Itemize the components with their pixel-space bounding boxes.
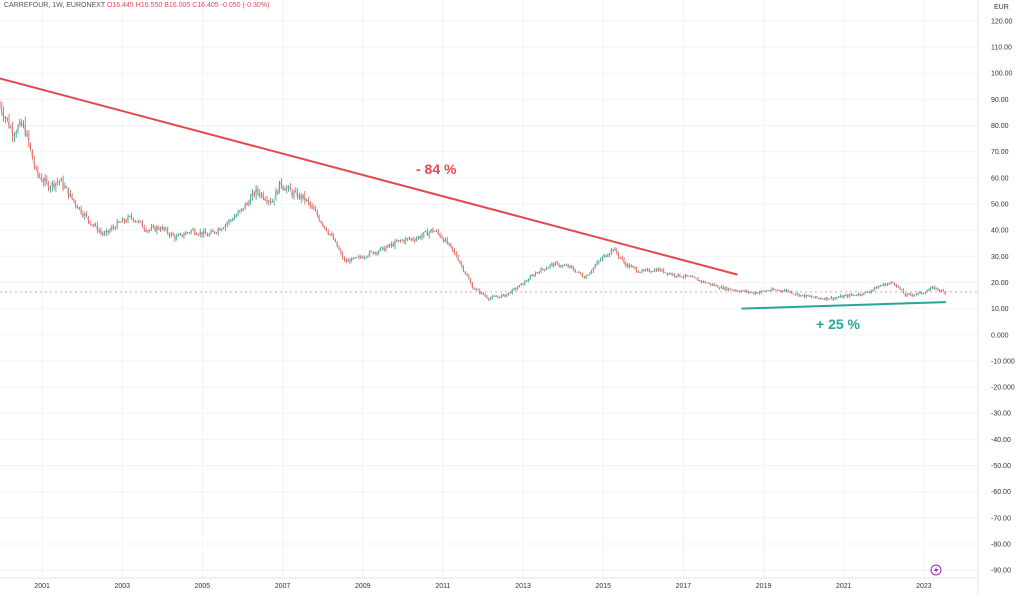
x-tick-label: 2005: [195, 583, 211, 590]
y-tick-label: 10.00: [991, 306, 1009, 313]
y-tick-label: -80.00: [991, 542, 1011, 549]
time-axis[interactable]: 2001 2003 2005 2007 2009 2011 2013 2015 2017 2019…: [0, 577, 978, 590]
y-tick-label: 50.00: [991, 202, 1009, 209]
y-tick-label: 0.000: [991, 332, 1009, 339]
x-tick-label: 2009: [355, 583, 371, 590]
lightning-icon[interactable]: [930, 564, 942, 576]
y-tick-label: 20.00: [991, 280, 1009, 287]
downtrend-line[interactable]: [0, 77, 738, 276]
x-tick-label: 2001: [34, 583, 50, 590]
y-tick-label: -70.00: [991, 515, 1011, 522]
ohlc-change: -0.050 (-0.30%): [220, 2, 270, 9]
decline-percent-label: - 84 %: [416, 161, 457, 177]
rise-percent-label: + 25 %: [816, 316, 861, 332]
trendline-layer: [0, 77, 946, 310]
x-tick-label: 2007: [275, 583, 291, 590]
price-axis[interactable]: 120.00 110.00 100.00 90.00 80.00 70.00 60.00 50…: [977, 0, 1015, 594]
x-tick-label: 2003: [114, 583, 130, 590]
y-tick-label: -10.000: [991, 358, 1015, 365]
y-tick-label: -20.000: [991, 385, 1015, 392]
symbol-legend: CARREFOUR, 1W, EURONEXT O16.445 H16.550 …: [4, 2, 269, 9]
y-tick-label: -30.00: [991, 411, 1011, 418]
y-tick-label: 100.00: [991, 71, 1013, 78]
ohlc-high: H16.550: [135, 2, 163, 9]
y-tick-label: 90.00: [991, 97, 1009, 104]
y-tick-label: -40.00: [991, 437, 1011, 444]
grid-layer: [0, 0, 978, 578]
x-tick-label: 2023: [916, 583, 932, 590]
ohlc-open: O16.445: [106, 2, 134, 9]
ohlc-close: C16.405: [192, 2, 219, 9]
price-series: [0, 100, 946, 302]
x-tick-label: 2019: [756, 583, 772, 590]
y-tick-label: 40.00: [991, 228, 1009, 235]
y-tick-label: 120.00: [991, 18, 1013, 25]
y-tick-label: 70.00: [991, 149, 1009, 156]
y-tick-label: 110.00: [991, 45, 1012, 52]
uptrend-line[interactable]: [741, 301, 946, 310]
x-tick-label: 2017: [676, 583, 692, 590]
currency-label: EUR: [994, 4, 1009, 11]
y-tick-label: -90.00: [991, 568, 1011, 575]
price-close-line: [0, 104, 946, 301]
x-tick-label: 2013: [515, 583, 531, 590]
symbol-name: CARREFOUR, 1W, EURONEXT: [4, 2, 105, 9]
y-tick-label: -60.00: [991, 489, 1011, 496]
ohlc-low: B16.005: [164, 2, 191, 9]
x-tick-label: 2021: [836, 583, 852, 590]
x-tick-label: 2011: [435, 583, 450, 590]
y-tick-label: 60.00: [991, 175, 1009, 182]
y-tick-label: 30.00: [991, 254, 1009, 261]
y-tick-label: -50.00: [991, 463, 1011, 470]
y-tick-label: 80.00: [991, 123, 1009, 130]
x-tick-label: 2015: [595, 583, 611, 590]
